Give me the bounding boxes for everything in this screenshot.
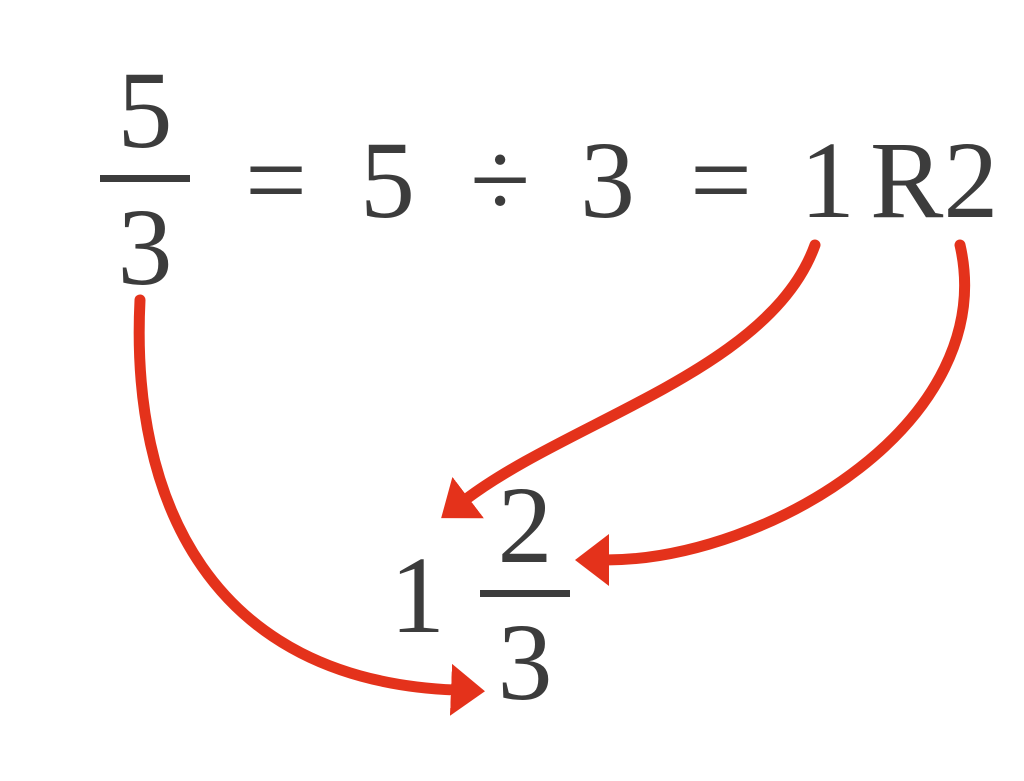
division-sign: ÷ <box>470 125 530 235</box>
arrow-quotient-to-whole <box>465 245 815 500</box>
top-fraction: 5 3 <box>100 55 190 302</box>
equals-1: = <box>245 125 307 235</box>
mixed-fraction: 2 3 <box>480 470 570 717</box>
mixed-fraction-denominator: 3 <box>498 607 553 717</box>
top-fraction-denominator: 3 <box>118 192 173 302</box>
diagram-stage: 5 3 = 5 ÷ 3 = 1 R2 1 2 3 <box>0 0 1024 781</box>
arrow-remainder-to-numerator <box>605 245 965 560</box>
remainder: R2 <box>870 125 998 235</box>
top-fraction-bar <box>100 175 190 182</box>
dividend: 5 <box>360 125 415 235</box>
equals-2: = <box>690 125 752 235</box>
divisor: 3 <box>580 125 635 235</box>
quotient: 1 <box>800 125 855 235</box>
mixed-fraction-bar <box>480 590 570 597</box>
mixed-whole: 1 <box>390 540 445 650</box>
mixed-fraction-numerator: 2 <box>498 470 553 580</box>
top-fraction-numerator: 5 <box>118 55 173 165</box>
